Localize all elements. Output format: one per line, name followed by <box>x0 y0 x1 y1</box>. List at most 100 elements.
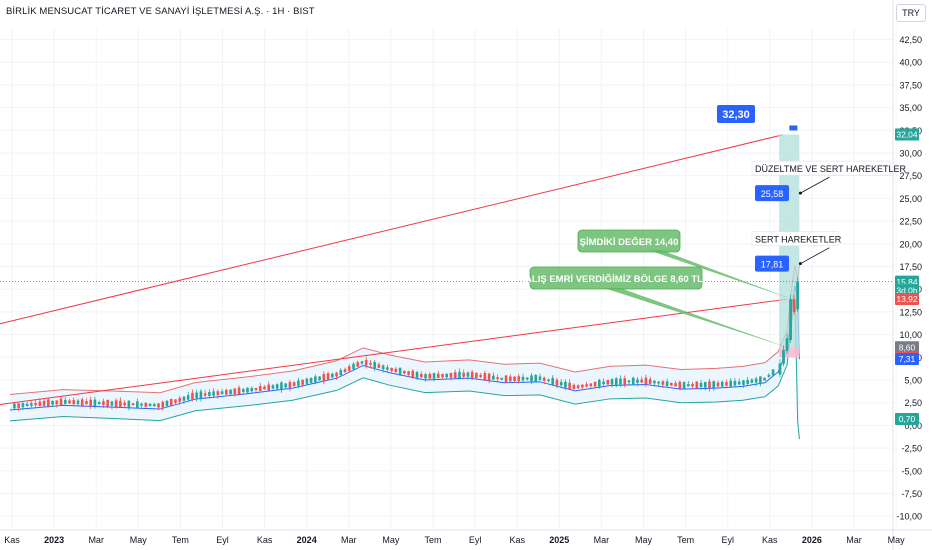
candle-body <box>157 403 160 408</box>
candle-body <box>314 376 317 383</box>
x-tick-label: 2024 <box>297 535 317 545</box>
candle-body <box>614 378 618 385</box>
candle-body <box>114 400 118 407</box>
y-tick-label: 42,50 <box>899 35 922 45</box>
y-tick-label: 5,00 <box>904 376 922 386</box>
candle-body <box>754 378 758 383</box>
candle-body <box>568 382 571 389</box>
candle-body <box>687 384 690 387</box>
candle-body <box>746 379 749 384</box>
candle-body <box>576 385 580 389</box>
candle-body <box>89 399 93 406</box>
candle-body <box>59 398 63 406</box>
candle-body <box>356 362 360 367</box>
candle-body <box>165 400 169 407</box>
candle-body <box>492 375 495 380</box>
candle-body <box>51 400 54 405</box>
candle-body <box>369 362 372 365</box>
candle-body <box>703 382 707 388</box>
candle-body <box>309 377 313 383</box>
candle-body <box>394 368 398 372</box>
x-tick-label: Kas <box>762 535 778 545</box>
candle-body <box>203 393 207 396</box>
candle-body <box>534 374 538 382</box>
callout-pointer <box>648 250 793 300</box>
candle-body <box>123 402 126 406</box>
candle-body <box>280 382 283 390</box>
y-tick-label: -10,00 <box>896 512 922 522</box>
x-tick-label: Eyl <box>469 535 482 545</box>
candle-body <box>462 372 465 377</box>
price-label-box <box>895 128 919 141</box>
candle-body <box>127 400 131 408</box>
candle-body <box>606 380 610 385</box>
candle-body <box>759 376 762 384</box>
candle-body <box>657 381 660 384</box>
y-tick-label: 20,00 <box>899 239 922 249</box>
candle-body <box>733 380 737 386</box>
candle-body <box>288 381 292 388</box>
y-tick-label: 37,50 <box>899 80 922 90</box>
candle-body <box>267 384 271 391</box>
candle-body <box>644 377 648 385</box>
candle-body <box>318 376 321 381</box>
currency-button[interactable]: TRY <box>896 4 926 22</box>
level-note: SERT HAREKETLER <box>755 235 842 245</box>
candle-body <box>55 400 59 405</box>
candle-body <box>436 373 440 378</box>
candle-body <box>271 385 275 389</box>
candle-body <box>377 364 381 368</box>
price-label-box <box>895 293 919 306</box>
candle-body <box>38 401 42 406</box>
y-tick-label: 10,00 <box>899 330 922 340</box>
y-tick-label: -7,50 <box>901 489 922 499</box>
candle-body <box>796 281 800 310</box>
candle-body <box>390 367 393 372</box>
candle-body <box>530 375 533 382</box>
candle-body <box>500 377 504 380</box>
candle-body <box>42 401 46 406</box>
candle-body <box>785 338 789 351</box>
y-tick-label: -5,00 <box>901 466 922 476</box>
candle-body <box>178 397 182 402</box>
candle-body <box>364 359 368 366</box>
x-tick-label: Tem <box>677 535 694 545</box>
band-lower-line <box>9 299 800 440</box>
candles <box>13 277 800 412</box>
candle-body <box>284 383 287 388</box>
x-tick-label: Mar <box>88 535 104 545</box>
candle-body <box>631 377 635 385</box>
x-tick-label: 2023 <box>44 535 64 545</box>
candle-body <box>72 400 76 405</box>
candle-body <box>13 403 16 409</box>
candle-body <box>564 381 567 388</box>
candle-body <box>136 401 139 408</box>
level-marker <box>751 231 839 272</box>
candle-body <box>25 403 29 406</box>
candle-body <box>699 382 703 387</box>
candle-body <box>297 380 300 386</box>
band-fill <box>10 265 800 440</box>
candle-body <box>403 370 406 374</box>
candle-body <box>551 377 554 386</box>
candle-body <box>76 400 80 405</box>
x-tick-label: Eyl <box>721 535 734 545</box>
candle-body <box>763 377 766 381</box>
candle-body <box>504 375 508 383</box>
candle-body <box>547 379 550 382</box>
candle-body <box>449 372 453 378</box>
price-label-box <box>895 341 919 354</box>
candle-body <box>636 379 639 383</box>
level-label: 17,81 <box>761 260 784 270</box>
candle-body <box>246 387 249 393</box>
candle-body <box>381 365 385 370</box>
candle-body <box>85 401 88 405</box>
candle-body <box>352 363 355 370</box>
y-tick-label: 2,50 <box>904 398 922 408</box>
candle-body <box>216 391 220 396</box>
candle-body <box>119 400 122 407</box>
candle-body <box>229 389 232 395</box>
candle-body <box>360 361 364 364</box>
price-label: 7,31 <box>899 354 916 364</box>
